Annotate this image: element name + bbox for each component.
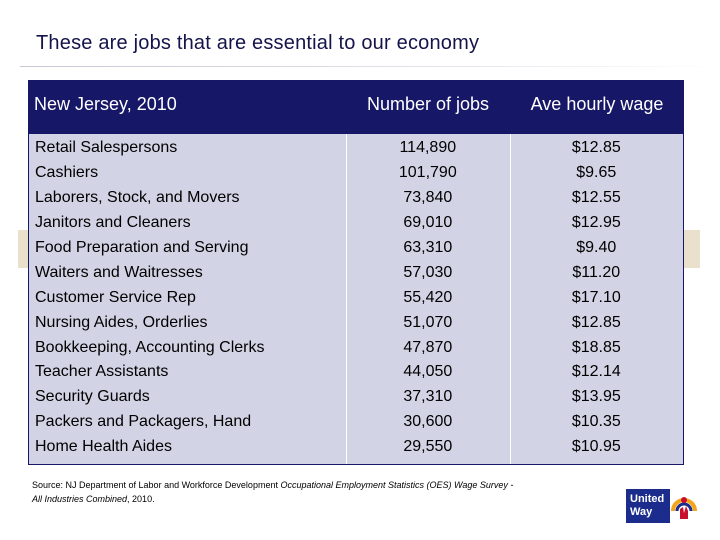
occupation-cell: Food Preparation and Serving (35, 239, 249, 256)
jobs-cell: 57,030 (403, 263, 453, 281)
occupation-cell: Laborers, Stock, and Movers (35, 189, 240, 207)
header-region: New Jersey, 2010 (34, 93, 177, 114)
jobs-cell: 101,790 (398, 164, 457, 182)
table-row: Security Guards 37,310 $13.95 (29, 385, 683, 410)
occupation-cell: Nursing Aides, Orderlies (35, 313, 208, 331)
occupation-cell: Retail Salespersons (35, 139, 178, 157)
logo-line1: United (630, 493, 665, 505)
slide-title: These are jobs that are essential to our… (36, 32, 480, 54)
hand-rainbow-icon (671, 497, 697, 519)
wage-cell: $18.85 (571, 338, 621, 356)
table-row: Food Preparation and Serving 63,310 $9.40 (29, 236, 683, 261)
logo-line2: Way (630, 506, 653, 518)
table-row: Nursing Aides, Orderlies 51,070 $12.85 (29, 310, 683, 335)
table-row: Janitors and Cleaners 69,010 $12.95 (29, 211, 683, 236)
jobs-cell: 47,870 (403, 338, 453, 356)
source-industries: All Industries Combined (32, 494, 128, 504)
wage-cell: $12.85 (571, 313, 621, 331)
header-gap (28, 128, 684, 134)
wage-cell: $12.95 (571, 214, 621, 232)
jobs-cell: 30,600 (403, 413, 453, 431)
occupation-cell: Security Guards (35, 388, 150, 406)
jobs-cell: 73,840 (403, 189, 453, 207)
occupation-cell: Customer Service Rep (35, 288, 196, 306)
occupation-cell: Cashiers (35, 164, 99, 182)
wage-cell: $12.14 (571, 363, 621, 381)
jobs-cell: 29,550 (403, 438, 453, 456)
jobs-cell: 55,420 (403, 288, 453, 306)
source-prefix: Source: NJ Department of Labor and Workf… (32, 480, 281, 490)
wage-cell: $10.35 (571, 413, 621, 431)
wage-cell: $12.85 (571, 139, 621, 157)
wage-cell: $13.95 (571, 388, 621, 406)
jobs-cell: 51,070 (403, 313, 453, 331)
header-number-of-jobs: Number of jobs (366, 93, 490, 114)
accent-band-left (18, 230, 30, 268)
occupation-cell: Janitors and Cleaners (35, 214, 191, 232)
table-row: Retail Salespersons 114,890 $12.85 (29, 136, 683, 161)
jobs-cell: 63,310 (403, 239, 453, 256)
occupation-cell: Teacher Assistants (35, 363, 169, 381)
table-row: Cashiers 101,790 $9.65 (29, 161, 683, 186)
table-row: Laborers, Stock, and Movers 73,840 $12.55 (29, 186, 683, 211)
table-row: Packers and Packagers, Hand 30,600 $10.35 (29, 410, 683, 435)
column-divider (510, 134, 511, 464)
source-survey: Occupational Employment Statistics (OES)… (280, 480, 514, 490)
table-row: Customer Service Rep 55,420 $17.10 (29, 285, 683, 310)
table-header: New Jersey, 2010 Number of jobs Ave hour… (28, 80, 684, 128)
wage-cell: $9.40 (576, 239, 617, 256)
united-way-logo: United Way (626, 489, 698, 523)
jobs-cell: 69,010 (403, 214, 453, 232)
header-ave-hourly-wage: Ave hourly wage (530, 93, 664, 114)
jobs-cell: 114,890 (399, 139, 457, 157)
table-row: Home Health Aides 29,550 $10.95 (29, 435, 683, 460)
occupation-cell: Packers and Packagers, Hand (35, 413, 252, 431)
wage-cell: $9.65 (576, 164, 617, 182)
source-note: Source: NJ Department of Labor and Workf… (32, 478, 513, 506)
table-row: Teacher Assistants 44,050 $12.14 (29, 360, 683, 385)
jobs-table: New Jersey, 2010 Number of jobs Ave hour… (28, 80, 684, 465)
jobs-cell: 44,050 (403, 363, 453, 381)
column-divider (346, 134, 347, 464)
jobs-cell: 37,310 (403, 388, 453, 406)
occupation-cell: Bookkeeping, Accounting Clerks (35, 338, 265, 356)
wage-cell: $12.55 (571, 189, 621, 207)
occupation-cell: Waiters and Waitresses (35, 263, 203, 281)
wage-cell: $11.20 (572, 263, 621, 281)
table-row: Bookkeeping, Accounting Clerks 47,870 $18.… (29, 335, 683, 360)
table-row: Waiters and Waitresses 57,030 $11.20 (29, 260, 683, 285)
title-divider (20, 66, 720, 67)
occupation-cell: Home Health Aides (35, 438, 172, 456)
logo-wordmark: United Way (626, 489, 670, 523)
wage-cell: $17.10 (571, 288, 621, 306)
wage-cell: $10.95 (571, 438, 621, 456)
table-body: Retail Salespersons 114,890 $12.85 Cashiers… (28, 134, 684, 465)
accent-band-right (684, 230, 700, 268)
source-year: , 2010. (127, 494, 155, 504)
